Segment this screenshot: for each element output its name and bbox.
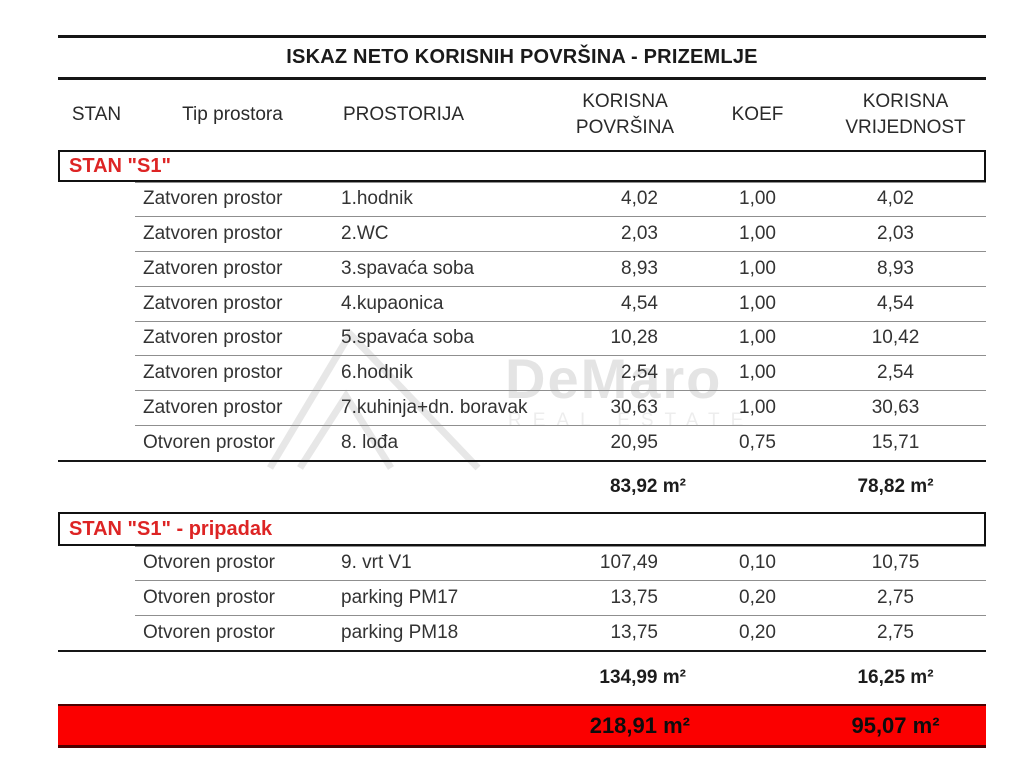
cell-tip-prostora: Zatvoren prostor	[143, 188, 283, 210]
cell-koef: 0,10	[739, 552, 776, 574]
cell-korisna-vrijednost: 10,42	[871, 327, 920, 349]
cell-prostorija: 5.spavaća soba	[341, 327, 475, 349]
watermark-tagline-text: REAL ESTATE	[508, 410, 754, 431]
cell-prostorija: parking PM18	[341, 621, 459, 643]
cell-prostorija: parking PM17	[341, 587, 459, 609]
total-povrsina: 218,91 m²	[589, 712, 690, 738]
subtotal-povrsina: 134,99 m²	[599, 667, 686, 689]
cell-korisna-vrijednost: 15,71	[871, 431, 920, 453]
cell-korisna-povrsina: 20,95	[610, 431, 658, 453]
cell-korisna-vrijednost: 8,93	[877, 257, 914, 279]
top-rule	[58, 35, 986, 38]
cell-koef: 0,20	[739, 621, 776, 643]
cell-prostorija: 2.WC	[341, 223, 389, 245]
col-header-tip-prostora: Tip prostora	[182, 104, 283, 125]
cell-koef: 1,00	[739, 188, 776, 210]
area-statement-table: ISKAZ NETO KORISNIH POVRŠINA - PRIZEMLJE…	[58, 35, 986, 749]
subtotal-vrijednost: 78,82 m²	[857, 476, 934, 497]
cell-korisna-povrsina: 13,75	[610, 621, 658, 643]
cell-tip-prostora: Otvoren prostor	[143, 552, 275, 574]
section-2-subtotal-row: 134,99 m² 16,25 m²	[58, 652, 986, 704]
table-row: Otvoren prostor parking PM17 13,75 0,20 …	[58, 580, 986, 616]
cell-korisna-vrijednost: 10,75	[871, 552, 920, 574]
col-header-korisna-vrijednost: KORISNA VRIJEDNOST	[845, 91, 966, 138]
cell-tip-prostora: Zatvoren prostor	[143, 327, 283, 349]
cell-korisna-vrijednost: 30,63	[871, 396, 920, 418]
cell-korisna-vrijednost: 4,54	[877, 292, 914, 314]
total-vrijednost: 95,07 m²	[851, 712, 940, 738]
cell-korisna-povrsina: 10,28	[610, 327, 658, 349]
cell-korisna-vrijednost: 2,03	[877, 223, 914, 245]
col-header-prostorija: PROSTORIJA	[343, 104, 465, 125]
cell-korisna-povrsina: 107,49	[599, 552, 658, 574]
section-1-bottom-rule	[58, 460, 986, 462]
table-row: Otvoren prostor parking PM18 13,75 0,20 …	[58, 615, 986, 651]
cell-prostorija: 3.spavaća soba	[341, 257, 475, 279]
title-bottom-rule	[58, 77, 986, 80]
cell-tip-prostora: Zatvoren prostor	[143, 396, 283, 418]
cell-tip-prostora: Zatvoren prostor	[143, 223, 283, 245]
cell-tip-prostora: Zatvoren prostor	[143, 362, 283, 384]
cell-korisna-vrijednost: 4,02	[877, 188, 914, 210]
watermark-logo-icon	[266, 328, 481, 471]
table-row: Zatvoren prostor 7.kuhinja+dn. boravak 3…	[58, 390, 986, 426]
cell-korisna-povrsina: 30,63	[610, 396, 658, 418]
cell-korisna-vrijednost: 2,75	[877, 621, 914, 643]
cell-tip-prostora: Otvoren prostor	[143, 587, 275, 609]
cell-korisna-povrsina: 13,75	[610, 587, 658, 609]
table-row: Otvoren prostor 9. vrt V1 107,49 0,10 10…	[58, 545, 986, 581]
cell-koef: 0,20	[739, 587, 776, 609]
cell-korisna-povrsina: 8,93	[621, 257, 658, 279]
cell-korisna-vrijednost: 2,54	[877, 362, 914, 384]
section-1-rows: Zatvoren prostor 1.hodnik 4,02 1,00 4,02…	[58, 181, 986, 460]
cell-koef: 0,75	[739, 431, 776, 453]
cell-korisna-vrijednost: 2,75	[877, 587, 914, 609]
col-header-stan: STAN	[71, 104, 122, 125]
cell-koef: 1,00	[739, 257, 776, 279]
cell-korisna-povrsina: 2,54	[621, 362, 658, 384]
cell-korisna-povrsina: 4,54	[621, 292, 658, 314]
cell-koef: 1,00	[739, 327, 776, 349]
col-header-korisna-povrsina: KORISNA POVRŠINA	[575, 91, 675, 138]
table-row: Zatvoren prostor 2.WC 2,03 1,00 2,03	[58, 216, 986, 252]
cell-prostorija: 9. vrt V1	[341, 552, 412, 574]
cell-tip-prostora: Zatvoren prostor	[143, 292, 283, 314]
table-header-row: STAN Tip prostora PROSTORIJA KORISNA POV…	[58, 80, 986, 150]
cell-koef: 1,00	[739, 292, 776, 314]
cell-prostorija: 1.hodnik	[341, 188, 413, 210]
grand-total-row: 218,91 m² 95,07 m²	[58, 704, 986, 749]
cell-prostorija: 7.kuhinja+dn. boravak	[341, 396, 528, 418]
cell-korisna-povrsina: 4,02	[621, 188, 658, 210]
cell-prostorija: 4.kupaonica	[341, 292, 444, 314]
subtotal-povrsina: 83,92 m²	[609, 476, 686, 497]
section-1-subtotal-row: 83,92 m² 78,82 m²	[58, 462, 986, 512]
watermark-brand-text: DeMaro	[505, 347, 722, 410]
table-row: Zatvoren prostor 4.kupaonica 4,54 1,00 4…	[58, 285, 986, 321]
cell-prostorija: 6.hodnik	[341, 362, 413, 384]
section-header-stan-s1: STAN "S1"	[58, 150, 986, 182]
cell-koef: 1,00	[739, 223, 776, 245]
page-title: ISKAZ NETO KORISNIH POVRŠINA - PRIZEMLJE	[286, 46, 758, 68]
cell-tip-prostora: Otvoren prostor	[143, 431, 275, 453]
cell-tip-prostora: Otvoren prostor	[143, 621, 275, 643]
table-row: Otvoren prostor 8. lođa 20,95 0,75 15,71	[58, 424, 986, 460]
table-row: Zatvoren prostor 1.hodnik 4,02 1,00 4,02	[58, 181, 986, 217]
table-row: Zatvoren prostor 5.spavaća soba 10,28 1,…	[58, 320, 986, 356]
section-2-bottom-rule	[58, 650, 986, 653]
cell-tip-prostora: Zatvoren prostor	[143, 257, 283, 279]
table-row: Zatvoren prostor 3.spavaća soba 8,93 1,0…	[58, 251, 986, 287]
cell-koef: 1,00	[739, 362, 776, 384]
col-header-koef: KOEF	[731, 104, 784, 125]
cell-koef: 1,00	[739, 396, 776, 418]
subtotal-vrijednost: 16,25 m²	[857, 667, 934, 689]
section-2-rows: Otvoren prostor 9. vrt V1 107,49 0,10 10…	[58, 545, 986, 651]
table-row: Zatvoren prostor 6.hodnik 2,54 1,00 2,54	[58, 355, 986, 391]
cell-prostorija: 8. lođa	[341, 431, 399, 453]
section-header-stan-s1-pripadak: STAN "S1" - pripadak	[58, 512, 986, 546]
cell-korisna-povrsina: 2,03	[621, 223, 658, 245]
